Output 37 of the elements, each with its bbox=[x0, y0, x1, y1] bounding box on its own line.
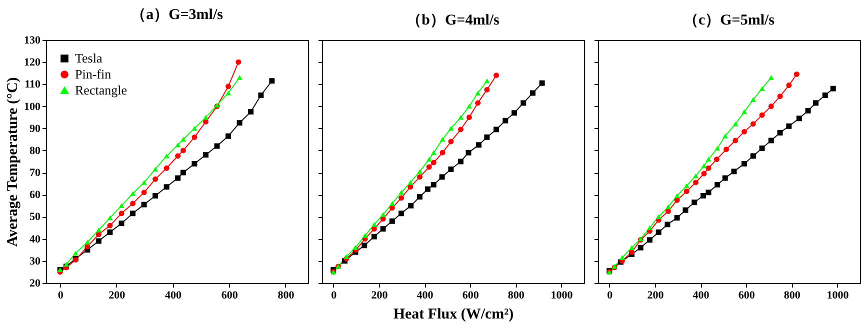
x-axis-title: Heat Flux (W/cm²) bbox=[393, 306, 514, 322]
x-tick-label: 0 bbox=[58, 290, 64, 302]
y-tick-label: 70 bbox=[30, 167, 41, 180]
x-tick-label: 0 bbox=[607, 290, 614, 302]
y-tick-label: 50 bbox=[30, 211, 41, 224]
x-tick-label: 200 bbox=[371, 290, 388, 302]
x-tick-label: 800 bbox=[278, 290, 295, 302]
chart-title: （a）G=3ml/s bbox=[131, 7, 224, 23]
x-tick-label: 600 bbox=[738, 290, 756, 302]
x-tick-label: 400 bbox=[692, 290, 710, 302]
y-axis-title: Average Temperature (°C) bbox=[5, 77, 21, 247]
y-tick-label: 80 bbox=[30, 144, 41, 157]
y-tick-label: 20 bbox=[30, 278, 41, 290]
y-tick-label: 110 bbox=[24, 78, 41, 91]
y-tick-label: 60 bbox=[30, 189, 41, 202]
chart-title: （c）G=5ml/s bbox=[683, 12, 775, 28]
legend-label: Rectangle bbox=[75, 82, 128, 98]
x-tick-label: 800 bbox=[508, 290, 525, 302]
x-tick-label: 400 bbox=[416, 290, 434, 302]
x-tick-label: 200 bbox=[108, 290, 126, 302]
y-tick-label: 100 bbox=[24, 100, 41, 113]
x-tick-label: 600 bbox=[221, 290, 238, 302]
x-tick-label: 600 bbox=[462, 290, 480, 302]
legend-label: Tesla bbox=[75, 50, 102, 66]
x-tick-label: 400 bbox=[165, 290, 182, 302]
x-tick-label: 200 bbox=[647, 290, 664, 302]
x-tick-label: 0 bbox=[331, 290, 338, 302]
x-tick-label: 800 bbox=[784, 290, 801, 302]
x-tick-label: 1000 bbox=[550, 290, 574, 302]
y-tick-label: 30 bbox=[30, 255, 41, 268]
y-tick-label: 130 bbox=[24, 34, 41, 46]
y-tick-label: 90 bbox=[30, 122, 41, 135]
y-tick-label: 120 bbox=[24, 56, 41, 69]
x-tick-label: 1000 bbox=[826, 290, 850, 302]
chart-title: （b）G=4ml/s bbox=[406, 12, 500, 28]
y-tick-label: 40 bbox=[30, 233, 41, 246]
legend-label: Pin-fin bbox=[75, 66, 112, 82]
